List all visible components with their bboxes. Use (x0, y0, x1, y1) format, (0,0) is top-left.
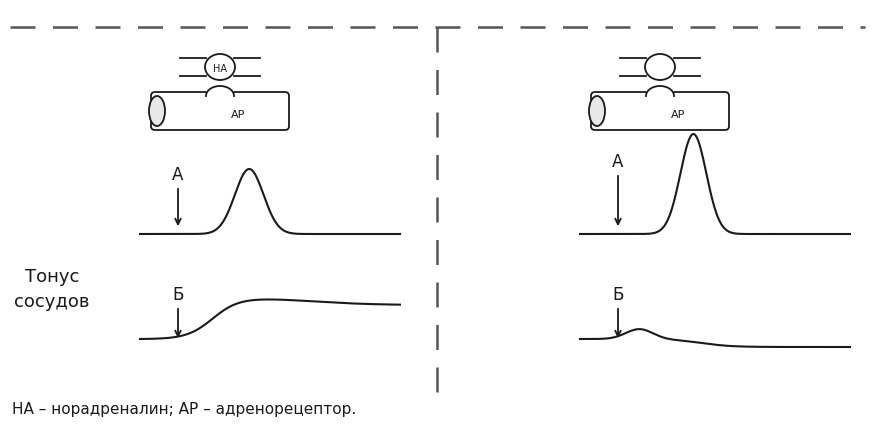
Text: Тонус
сосудов: Тонус сосудов (14, 268, 90, 311)
Text: АР: АР (671, 110, 685, 120)
Text: А: А (612, 153, 624, 170)
Ellipse shape (149, 97, 165, 127)
Text: АР: АР (231, 110, 245, 120)
Ellipse shape (645, 55, 675, 81)
Text: Б: Б (612, 285, 624, 303)
Text: Б: Б (172, 285, 184, 303)
Polygon shape (206, 87, 234, 97)
Text: НА: НА (213, 64, 227, 74)
Ellipse shape (205, 55, 235, 81)
Text: А: А (172, 166, 184, 184)
FancyBboxPatch shape (591, 93, 729, 131)
Ellipse shape (589, 97, 605, 127)
Polygon shape (646, 87, 674, 97)
FancyBboxPatch shape (151, 93, 289, 131)
Text: НА – норадреналин; АР – адренорецептор.: НА – норадреналин; АР – адренорецептор. (12, 402, 356, 417)
